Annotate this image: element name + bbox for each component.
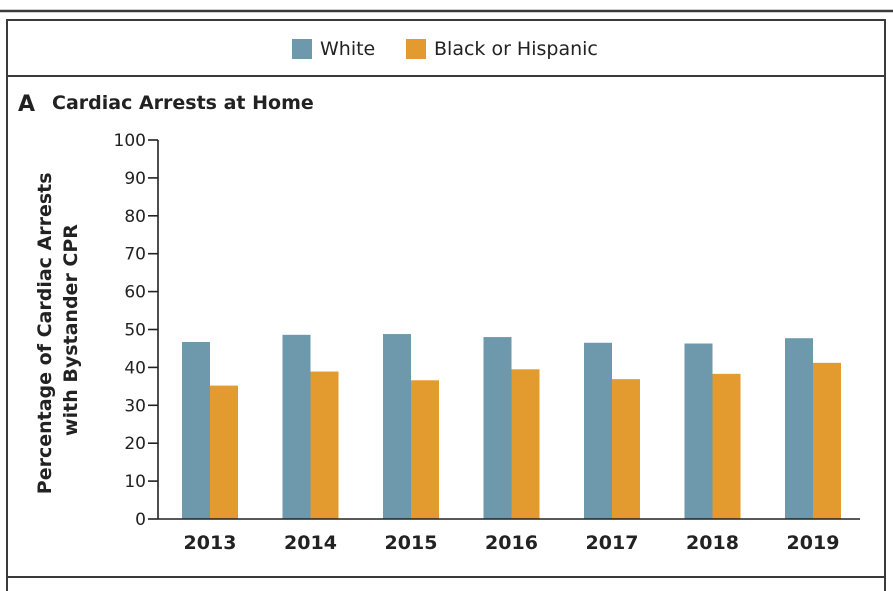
bar-white-2015: [383, 334, 411, 519]
y-axis-label-line-1: Percentage of Cardiac Arrests: [34, 172, 56, 494]
figure-frame: [6, 19, 886, 591]
x-tick-label-2018: 2018: [686, 532, 739, 554]
x-tick-label-2015: 2015: [385, 532, 438, 554]
bar-white-2019: [785, 338, 813, 519]
bar-black-or-hispanic-2019: [813, 362, 841, 519]
y-tick-label-10: 10: [124, 472, 146, 492]
bar-white-2014: [282, 334, 311, 519]
y-tick-label-90: 90: [124, 169, 146, 189]
x-tick-label-2014: 2014: [284, 532, 337, 554]
y-tick-label-20: 20: [124, 434, 146, 454]
legend: White Black or Hispanic: [292, 38, 598, 60]
legend-swatch-black-or-hispanic: [406, 39, 426, 59]
plot-area: 0 10 20 30 40 50 60 70 80 90 100 2013 2014 2015 2016 20…: [114, 131, 860, 554]
bar-black-or-hispanic-2017: [612, 379, 640, 519]
chart-title: Cardiac Arrests at Home: [52, 92, 314, 114]
x-tick-label-2016: 2016: [485, 532, 538, 554]
y-tick-label-100: 100: [114, 131, 146, 151]
panel-letter: A: [18, 92, 35, 117]
bar-black-or-hispanic-2013: [210, 385, 238, 519]
y-tick-label-40: 40: [124, 358, 146, 378]
bar-white-2016: [483, 337, 512, 519]
y-tick-label-30: 30: [124, 396, 146, 416]
y-tick-label-50: 50: [124, 321, 146, 341]
y-axis-label-line-2: with Bystander CPR: [60, 224, 82, 436]
legend-label-white: White: [320, 38, 375, 60]
bar-black-or-hispanic-2018: [712, 373, 741, 519]
bar-white-2017: [584, 342, 612, 519]
bar-black-or-hispanic-2016: [511, 369, 540, 519]
bar-white-2018: [684, 343, 713, 519]
y-tick-label-0: 0: [135, 510, 146, 530]
legend-swatch-white: [292, 39, 312, 59]
y-axis-label: Percentage of Cardiac Arrests with Bysta…: [34, 166, 82, 494]
bar-black-or-hispanic-2014: [310, 371, 339, 519]
bar-black-or-hispanic-2015: [411, 380, 439, 519]
bar-white-2013: [182, 342, 210, 519]
x-tick-label-2019: 2019: [787, 532, 840, 554]
x-tick-label-2017: 2017: [586, 532, 639, 554]
legend-label-black-or-hispanic: Black or Hispanic: [434, 38, 598, 60]
x-tick-label-2013: 2013: [184, 532, 237, 554]
y-tick-label-60: 60: [124, 283, 146, 303]
y-tick-label-80: 80: [124, 207, 146, 227]
y-tick-label-70: 70: [124, 245, 146, 265]
